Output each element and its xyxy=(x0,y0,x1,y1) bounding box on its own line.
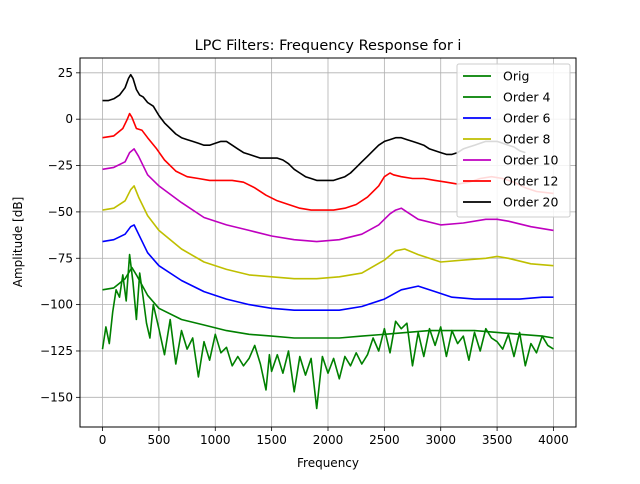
legend-label-order-10: Order 10 xyxy=(503,153,558,168)
chart-title: LPC Filters: Frequency Response for i xyxy=(195,38,462,54)
x-tick-label: 2000 xyxy=(313,433,344,447)
legend-label-orig: Orig xyxy=(503,69,529,84)
x-tick-label: 1000 xyxy=(200,433,231,447)
series-line-orig xyxy=(101,253,554,410)
series-line-order-8 xyxy=(102,185,554,280)
x-tick-label: 2500 xyxy=(369,433,400,447)
y-axis-label: Amplitude [dB] xyxy=(11,197,25,288)
series-layer xyxy=(101,73,554,410)
x-tick-label: 500 xyxy=(147,433,170,447)
legend-label-order-8: Order 8 xyxy=(503,132,550,147)
legend-label-order-6: Order 6 xyxy=(503,111,550,126)
x-tick-label: 3500 xyxy=(482,433,513,447)
y-tick-label: −75 xyxy=(48,251,73,265)
legend-label-order-12: Order 12 xyxy=(503,174,558,189)
x-axis-label: Frequency xyxy=(297,456,359,470)
x-tick-label: 1500 xyxy=(256,433,287,447)
y-tick-label: −150 xyxy=(40,390,73,404)
legend: Orig Order 4 Order 6 Order 8 Order 10 Order 1… xyxy=(456,63,571,218)
x-tick-label: 4000 xyxy=(538,433,569,447)
y-tick-label: −25 xyxy=(48,159,73,173)
series-line-order-20 xyxy=(102,73,526,182)
legend-label-order-20: Order 20 xyxy=(503,195,558,210)
x-tick-label: 0 xyxy=(99,433,107,447)
y-tick-label: 0 xyxy=(65,112,73,126)
series-line-order-4 xyxy=(102,266,554,339)
y-tick-label: −100 xyxy=(40,298,73,312)
y-tick-label: −50 xyxy=(48,205,73,219)
x-tick-label: 3000 xyxy=(425,433,456,447)
legend-box xyxy=(456,63,571,218)
y-tick-label: 25 xyxy=(58,66,73,80)
series-line-order-6 xyxy=(102,224,554,312)
series-line-order-10 xyxy=(102,148,554,243)
legend-label-order-4: Order 4 xyxy=(503,90,550,105)
y-tick-label: −125 xyxy=(40,344,73,358)
tick-layer: 0 500 1000 1500 2000 2500 3000 3500 4000 25 0 −25 −5… xyxy=(40,66,569,447)
